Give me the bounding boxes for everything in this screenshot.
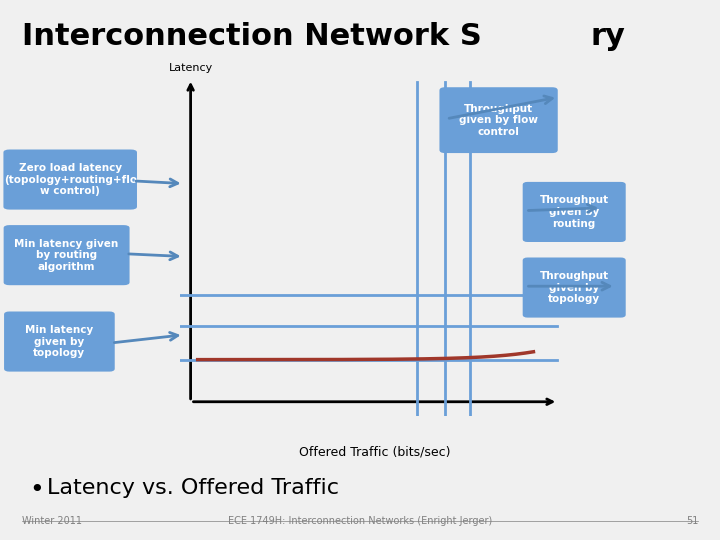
Text: Min latency
given by
topology: Min latency given by topology [25, 325, 94, 358]
Text: Throughput
given by
routing: Throughput given by routing [539, 195, 609, 228]
Text: Zero load latency
(topology+routing+flo
w control): Zero load latency (topology+routing+flo … [4, 163, 137, 196]
FancyBboxPatch shape [4, 312, 114, 372]
Text: 51: 51 [686, 516, 698, 526]
FancyBboxPatch shape [439, 87, 558, 153]
Text: Latency: Latency [169, 63, 213, 73]
FancyBboxPatch shape [523, 182, 626, 242]
Text: •: • [29, 478, 43, 502]
Text: Min latency given
by routing
algorithm: Min latency given by routing algorithm [14, 239, 119, 272]
Text: Interconnection Network S: Interconnection Network S [22, 22, 482, 51]
Text: Throughput
given by
topology: Throughput given by topology [539, 271, 609, 304]
Text: Offered Traffic (bits/sec): Offered Traffic (bits/sec) [299, 446, 450, 458]
Text: ECE 1749H: Interconnection Networks (Enright Jerger): ECE 1749H: Interconnection Networks (Enr… [228, 516, 492, 526]
FancyBboxPatch shape [4, 225, 130, 285]
FancyBboxPatch shape [523, 258, 626, 318]
FancyBboxPatch shape [4, 150, 137, 210]
Text: Throughput
given by flow
control: Throughput given by flow control [459, 104, 538, 137]
Text: Latency vs. Offered Traffic: Latency vs. Offered Traffic [47, 478, 339, 498]
Text: ry: ry [590, 22, 625, 51]
Text: Winter 2011: Winter 2011 [22, 516, 81, 526]
